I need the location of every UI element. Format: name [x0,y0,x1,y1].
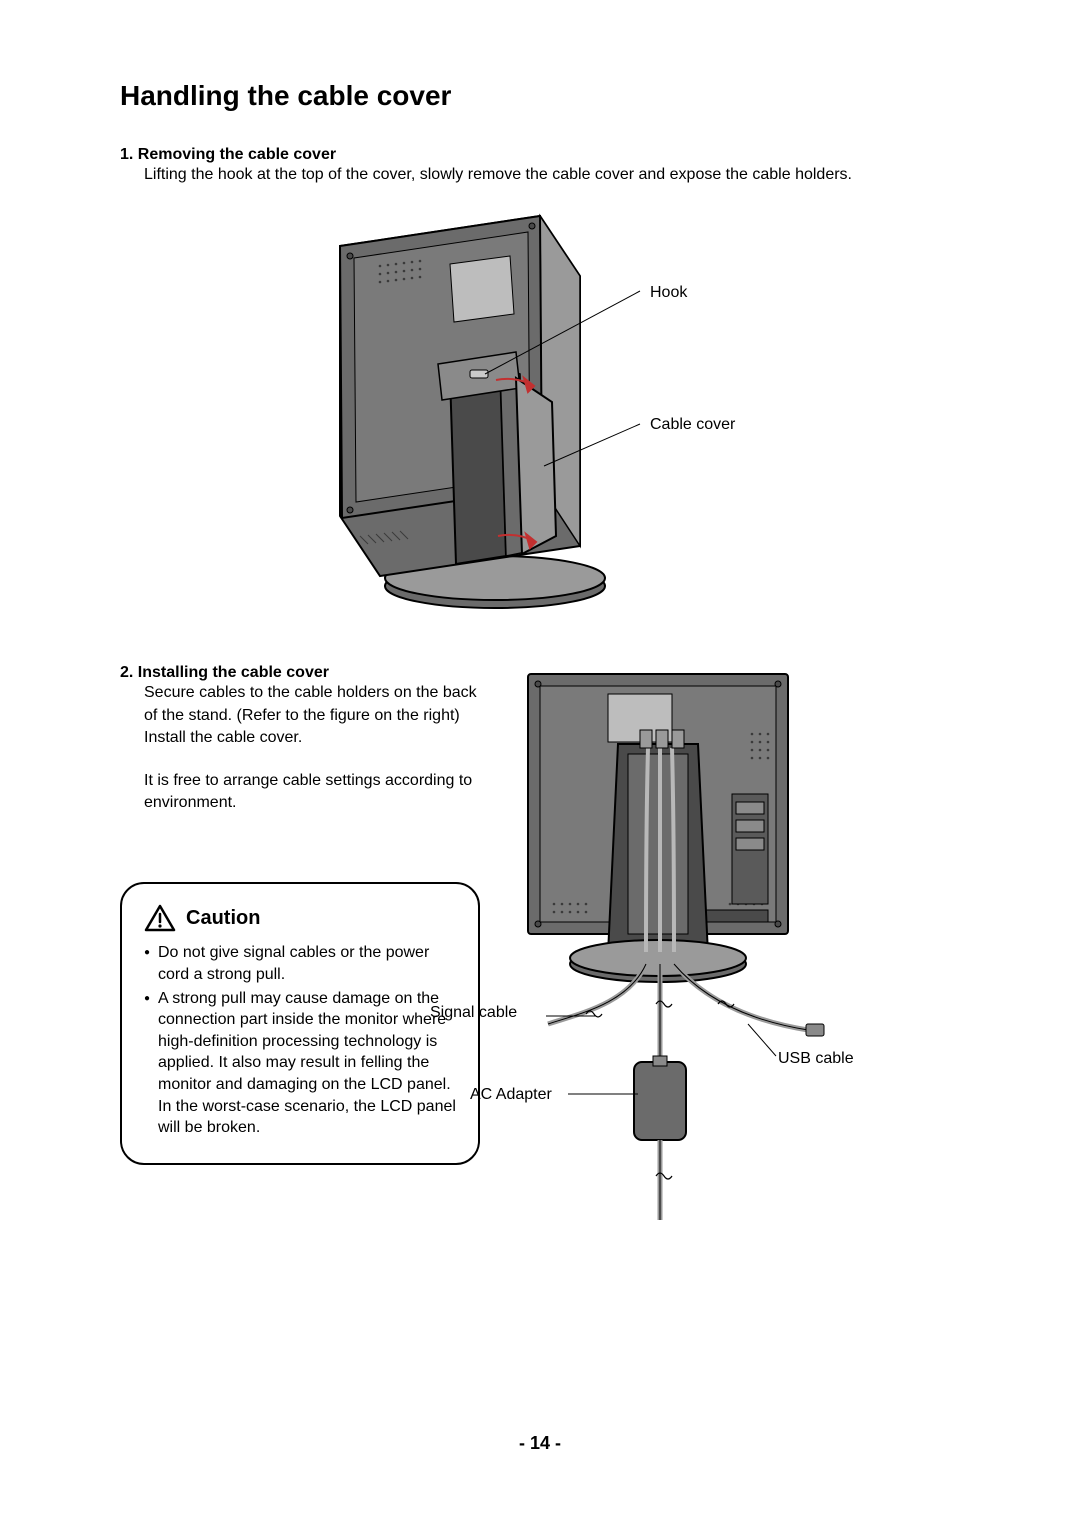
label-signal-cable: Signal cable [430,1004,517,1022]
label-ac-adapter: AC Adapter [470,1086,552,1104]
label-cable-cover: Cable cover [650,416,735,434]
caution-item: Do not give signal cables or the power c… [144,942,456,985]
label-usb-cable: USB cable [778,1050,854,1068]
section-removing: 1. Removing the cable cover Lifting the … [120,146,960,186]
section1-label: 1. Removing the cable cover [120,146,336,163]
section2-body1: Secure cables to the cable holders on th… [144,682,480,749]
caution-box: Caution Do not give signal cables or the… [120,882,480,1164]
section2-body2: It is free to arrange cable settings acc… [144,770,480,815]
section-installing: 2. Installing the cable cover Secure cab… [120,664,480,814]
figure-installing-cover: Signal cable USB cable AC Adapter [498,664,958,1164]
page-number: - 14 - [0,1433,1080,1454]
figure-removing-cover: Hook Cable cover [120,206,960,636]
label-hook: Hook [650,284,687,302]
caution-item: A strong pull may cause damage on the co… [144,988,456,1139]
monitor-removing-illustration [320,206,690,616]
caution-list: Do not give signal cables or the power c… [144,942,456,1138]
page-title: Handling the cable cover [120,80,960,112]
caution-heading: Caution [186,907,260,930]
section1-body: Lifting the hook at the top of the cover… [144,164,960,186]
section2-label: 2. Installing the cable cover [120,664,329,681]
caution-icon [144,904,176,932]
